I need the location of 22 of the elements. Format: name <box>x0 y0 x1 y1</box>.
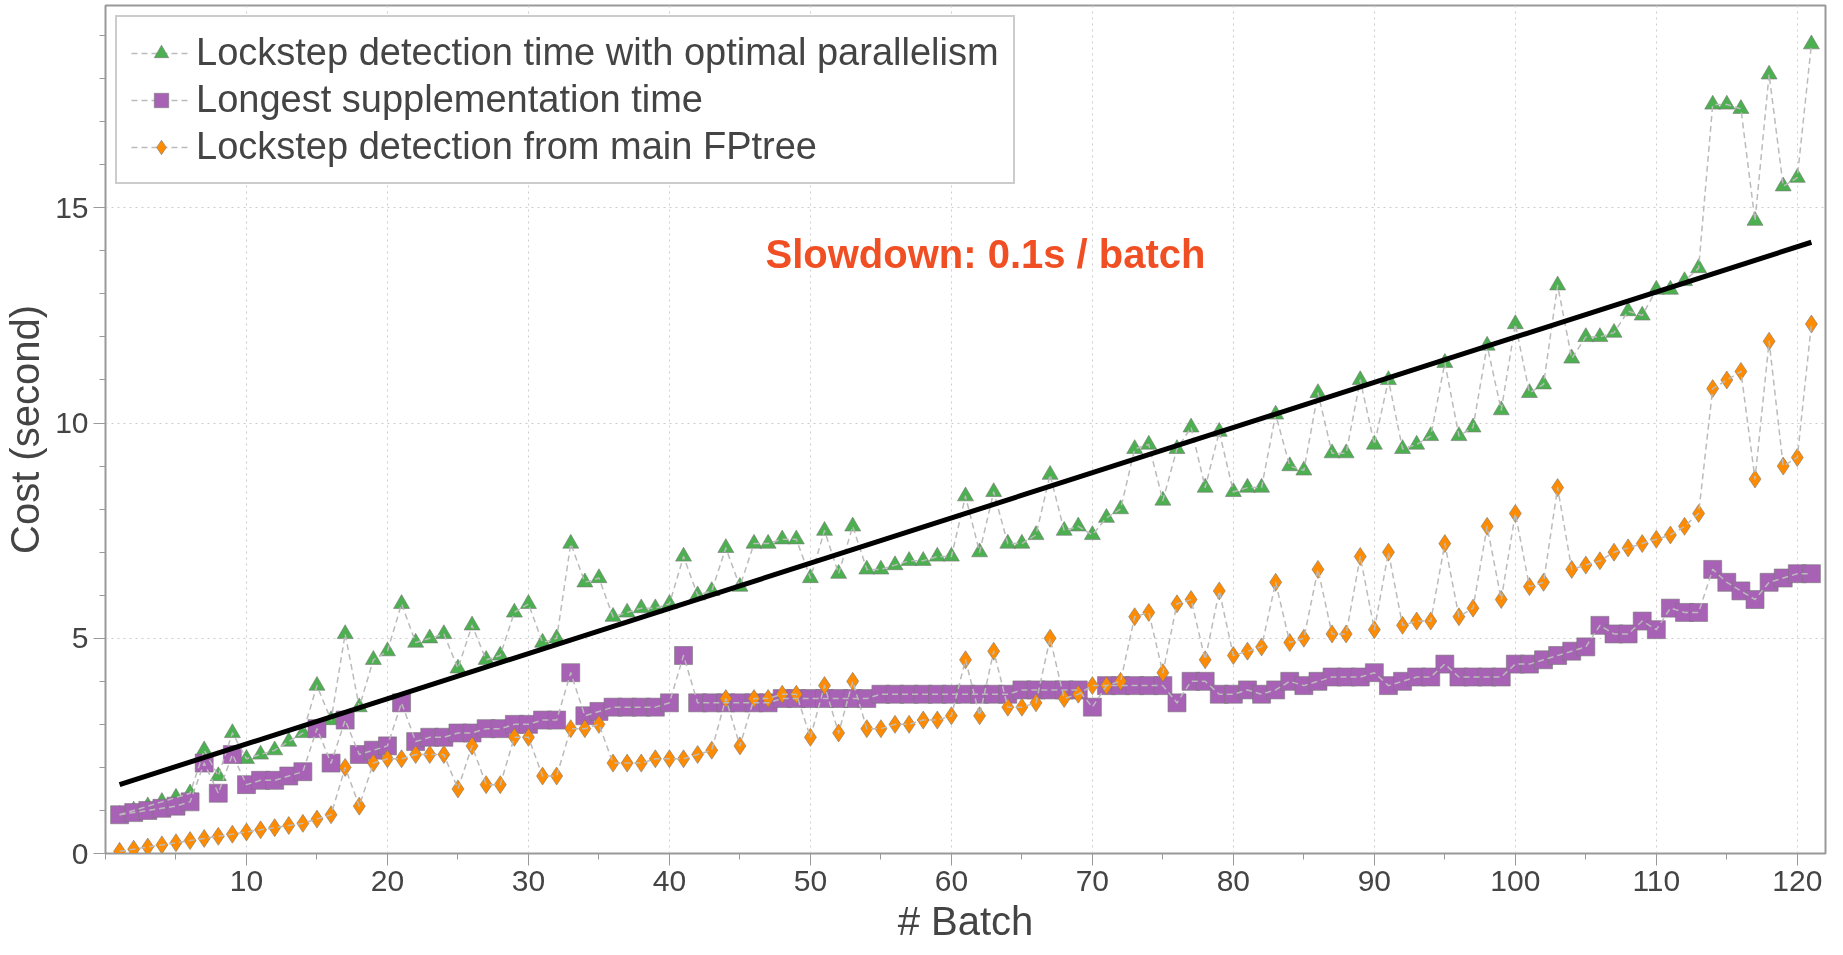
legend-label: Longest supplementation time <box>196 78 703 121</box>
x-tick-label: 60 <box>934 863 969 897</box>
x-tick-label: 40 <box>652 863 687 897</box>
x-tick-label: 80 <box>1216 863 1251 897</box>
x-tick-label: 120 <box>1772 863 1823 897</box>
x-tick-label: 90 <box>1357 863 1392 897</box>
x-tick-label: 70 <box>1075 863 1110 897</box>
x-tick-label: 100 <box>1490 863 1541 897</box>
y-tick-label: 5 <box>71 621 89 655</box>
y-tick-label: 10 <box>55 406 89 440</box>
annotation: Slowdown: 0.1s / batch <box>765 231 1206 276</box>
y-tick-label: 15 <box>55 190 89 224</box>
legend-label: Lockstep detection time with optimal parallelism <box>196 31 999 74</box>
y-tick-label: 0 <box>71 836 89 870</box>
x-tick-label: 30 <box>511 863 546 897</box>
legend-label: Lockstep detection from main FPtree <box>196 125 817 168</box>
x-tick-label: 110 <box>1632 863 1681 897</box>
x-tick-label: 10 <box>229 863 264 897</box>
x-axis-title: # Batch <box>897 898 1034 943</box>
x-tick-label: 20 <box>370 863 405 897</box>
y-axis-title: Cost (second) <box>3 305 48 554</box>
x-tick-label: 50 <box>793 863 828 897</box>
